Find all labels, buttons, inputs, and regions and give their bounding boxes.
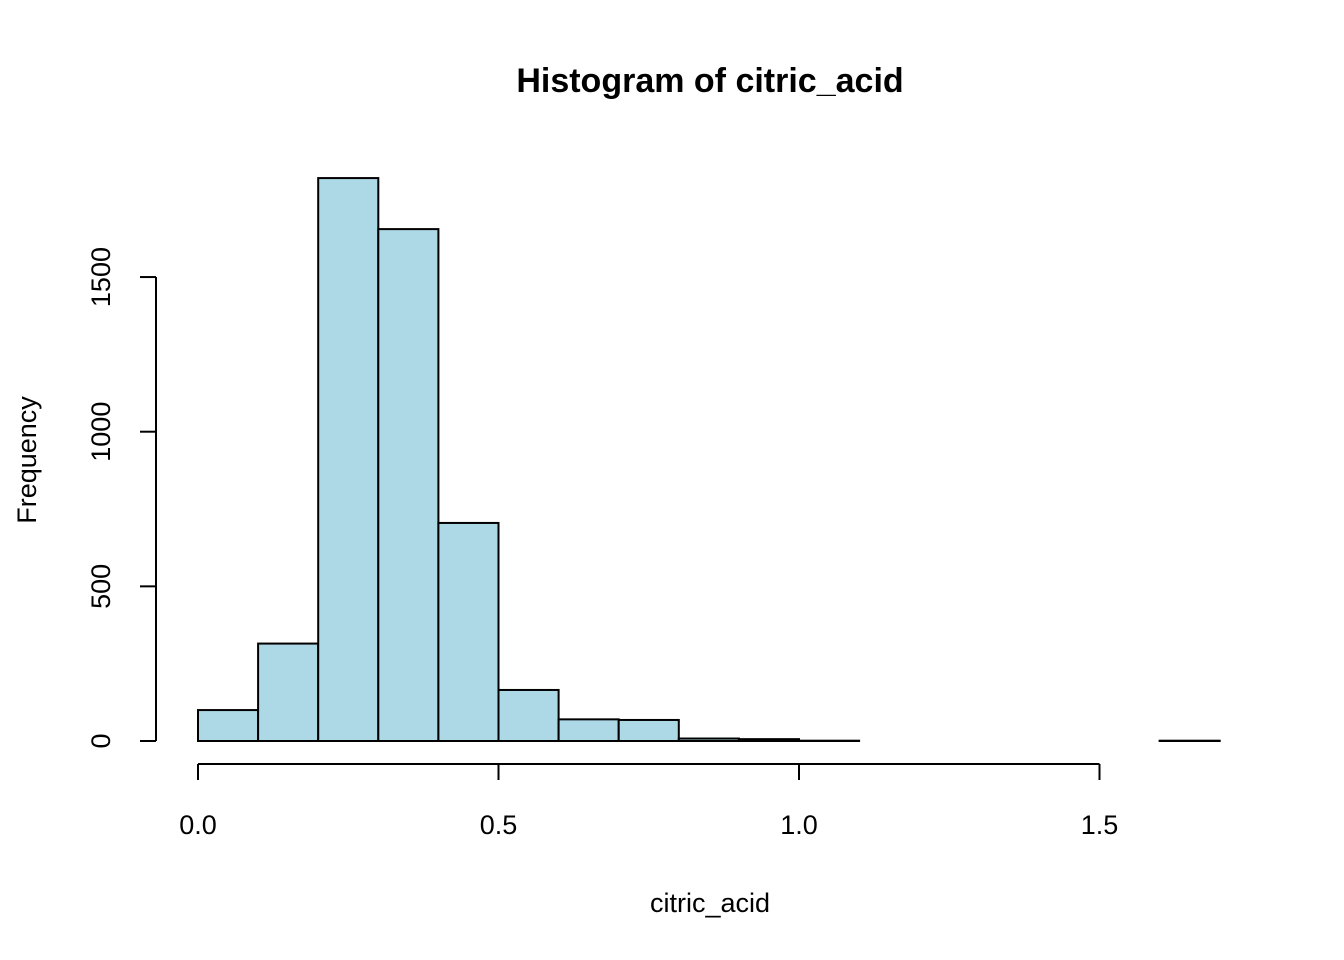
histogram-bar [317,177,380,743]
histogram-bar [557,718,620,742]
histogram-bar [737,738,801,743]
y-axis: 0 500 1000 1500 [86,247,157,749]
y-tick-label: 1000 [86,402,116,462]
histogram-bar [377,228,440,743]
y-axis-label: Frequency [12,396,42,524]
x-tick-label: 1.5 [1081,810,1119,840]
x-axis-label: citric_acid [650,888,770,918]
x-tick-label: 1.0 [780,810,818,840]
histogram-bar [257,642,320,742]
y-tick-label: 500 [86,564,116,609]
chart-title: Histogram of citric_acid [516,62,903,100]
x-tick-label: 0.0 [179,810,217,840]
histogram-bar [497,688,560,743]
histogram-bar [617,718,680,742]
bars-group [197,177,1221,743]
x-axis: 0.0 0.5 1.0 1.5 [179,763,1119,840]
histogram-bar [677,737,740,742]
y-tick-label: 0 [86,733,116,748]
x-tick-label: 0.5 [480,810,518,840]
histogram-bar [437,521,500,742]
y-tick-label: 1500 [86,247,116,307]
histogram-bar [197,709,260,743]
